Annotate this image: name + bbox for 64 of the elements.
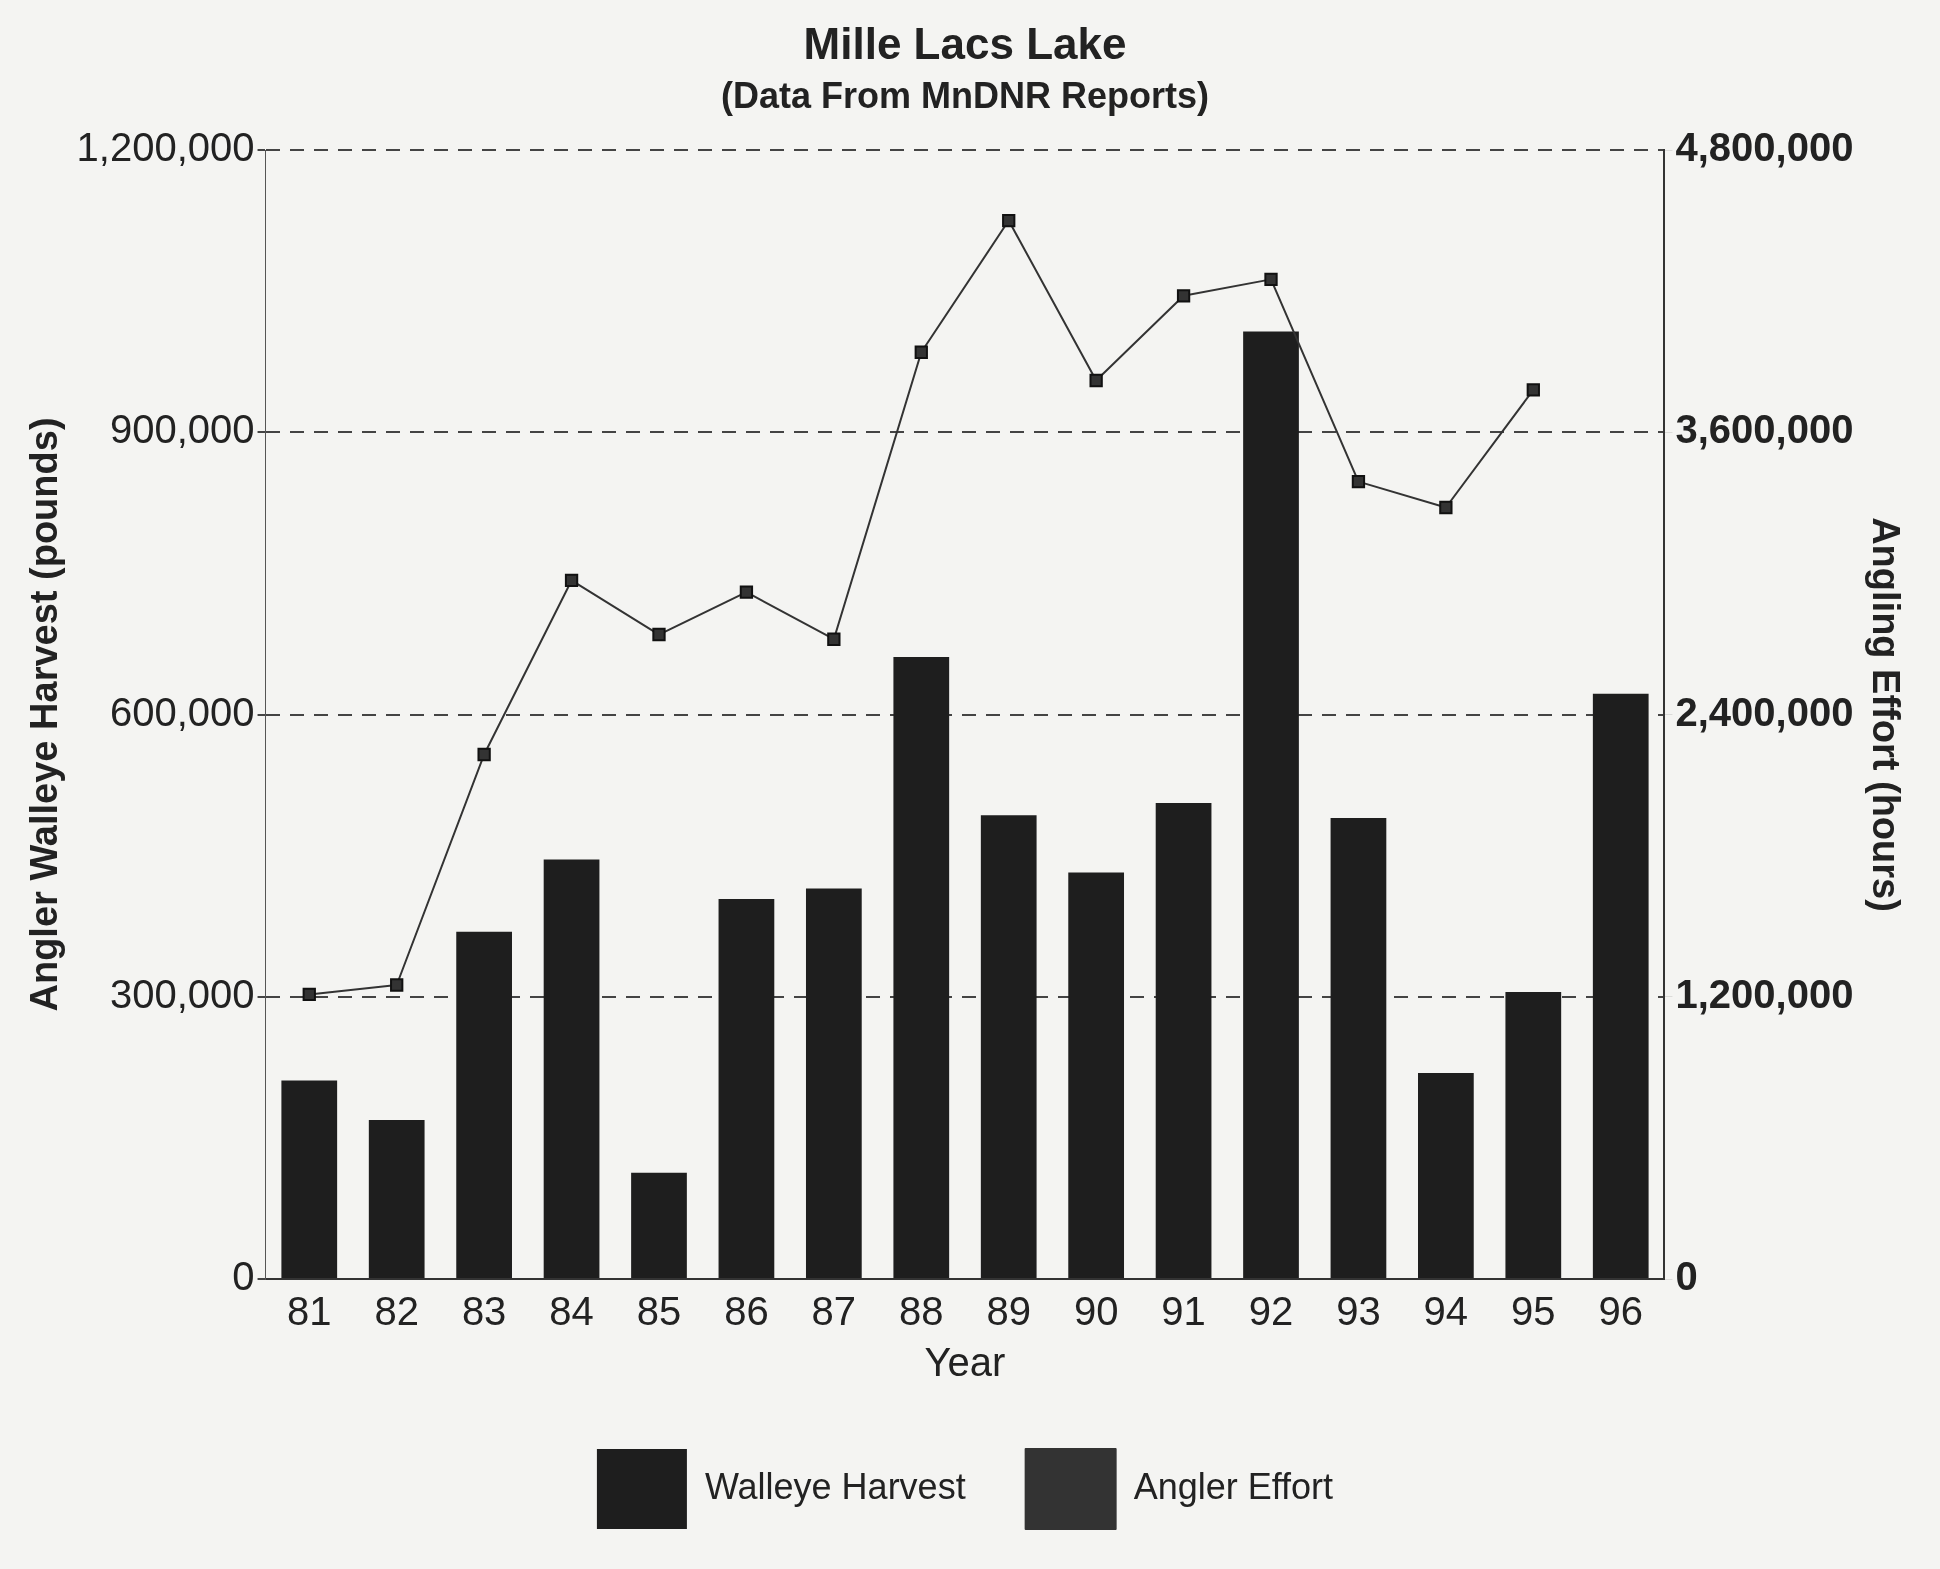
x-tick-label: 81 [287,1289,332,1334]
x-tick-label: 96 [1598,1289,1643,1334]
point [1526,383,1540,397]
x-axis-title: Year [924,1340,1006,1385]
chart-subtitle: (Data From MnDNR Reports) [720,75,1210,117]
point [1351,474,1366,489]
x-tick-label: 87 [811,1289,857,1334]
bar [1505,992,1562,1278]
bar [805,888,862,1278]
bar [1068,872,1125,1278]
x-tick-label: 95 [1511,1289,1556,1334]
bar [456,931,512,1278]
y2-tick-label: 4,800,000 [1675,125,1854,170]
x-tick-label: 92 [1248,1289,1294,1334]
point [477,747,491,762]
y2-tick-label: 0 [1675,1254,1698,1299]
bar [980,815,1037,1278]
point [390,978,404,992]
bar [1418,1072,1474,1278]
bar [718,898,775,1278]
legend-label: Angler Effort [1133,1465,1334,1507]
y-tick-label: 600,000 [109,689,255,734]
y2-tick-label: 2,400,000 [1675,689,1854,734]
bar [1592,693,1649,1278]
x-tick-label: 85 [636,1289,682,1334]
x-tick-label: 84 [549,1289,594,1334]
x-tick-label: 94 [1423,1289,1469,1334]
point [1089,373,1103,388]
x-tick-label: 93 [1336,1289,1381,1334]
point [1002,213,1016,228]
y-tick-label: 0 [232,1254,255,1299]
y2-tick-label: 3,600,000 [1675,407,1854,452]
bar [1155,802,1212,1278]
point [1264,272,1278,287]
legend-label: Walleye Harvest [704,1465,966,1507]
bar [631,1172,687,1278]
x-tick-label: 88 [899,1289,944,1334]
point [739,585,754,599]
point [914,345,928,359]
chart-title: Mille Lacs Lake [803,18,1127,68]
y-tick-label: 900,000 [109,407,255,452]
point [564,573,579,588]
x-tick-label: 82 [374,1289,419,1334]
point [302,987,316,1002]
point [827,632,841,646]
y-tick-label: 1,200,000 [76,125,255,170]
x-tick-label: 91 [1161,1289,1206,1334]
x-tick-label: 83 [461,1289,507,1334]
bar [368,1120,425,1278]
y2-axis-title: Angling Effort (hours) [1864,517,1907,912]
bar [543,859,600,1278]
x-tick-label: 90 [1073,1289,1119,1334]
bar [281,1080,338,1278]
y-tick-label: 300,000 [109,971,255,1016]
bar [1243,331,1299,1278]
x-tick-label: 86 [724,1289,769,1334]
x-tick-label: 89 [986,1289,1031,1334]
bar [1330,817,1387,1278]
point [652,627,666,642]
bar [893,657,950,1278]
y-axis-title: Angler Walleye Harvest (pounds) [23,417,66,1012]
point [1176,289,1191,303]
point [1439,500,1453,515]
y2-tick-label: 1,200,000 [1675,971,1854,1016]
